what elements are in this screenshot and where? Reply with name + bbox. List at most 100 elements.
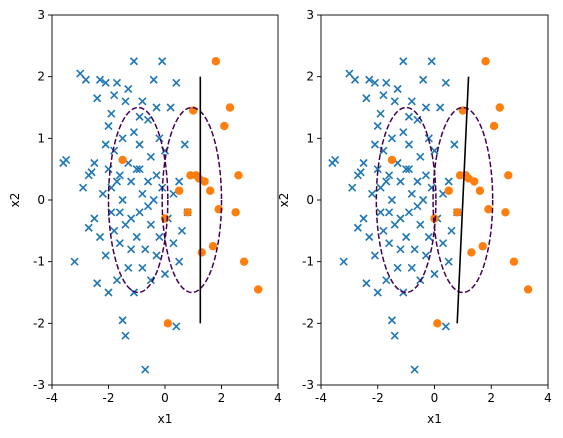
- x-marker-point: [132, 165, 141, 174]
- x-marker-point: [379, 91, 388, 100]
- x-marker-point: [180, 140, 189, 149]
- x-marker-point: [385, 239, 394, 248]
- x-marker-point: [404, 140, 414, 149]
- contour-ellipse-0: [375, 106, 437, 294]
- circle-marker-point: [504, 171, 513, 180]
- x-axis-label: x1: [158, 412, 173, 426]
- x-marker-point: [404, 165, 414, 174]
- x-marker-point: [90, 214, 99, 223]
- circle-marker-point: [191, 171, 201, 180]
- circle-marker-point: [444, 186, 453, 195]
- x-marker-point: [370, 78, 379, 87]
- x-marker-point: [98, 189, 107, 198]
- x-marker-point: [112, 276, 122, 285]
- x-marker-point: [359, 214, 368, 223]
- x-marker-point: [141, 245, 150, 254]
- x-marker-point: [450, 140, 459, 149]
- circle-marker-point: [200, 177, 209, 186]
- x-marker-point: [430, 146, 439, 155]
- x-marker-point: [424, 232, 433, 242]
- x-marker-point: [166, 103, 175, 112]
- class-x-series: [328, 57, 462, 374]
- x-marker-point: [152, 251, 161, 260]
- axes-frame: [51, 14, 279, 386]
- x-marker-point: [359, 158, 368, 168]
- x-marker-point: [177, 226, 187, 235]
- x-tick-label: 4: [544, 391, 552, 405]
- circle-marker-point: [523, 285, 533, 294]
- x-marker-point: [447, 226, 456, 235]
- x-marker-point: [127, 245, 136, 254]
- x-marker-point: [379, 226, 388, 235]
- x-marker-point: [421, 103, 431, 112]
- plot-area: [328, 57, 533, 374]
- y-tick-label: 3: [306, 8, 314, 22]
- x-marker-point: [158, 57, 167, 66]
- x-marker-point: [387, 134, 397, 143]
- x-marker-point: [118, 134, 127, 143]
- x-marker-point: [90, 158, 99, 168]
- y-tick-label: -1: [33, 255, 45, 269]
- x-tick-label: -4: [315, 391, 327, 405]
- x-marker-point: [93, 94, 102, 103]
- axes-frame: [320, 14, 549, 386]
- circle-marker-point: [470, 177, 479, 186]
- x-marker-point: [385, 171, 394, 180]
- circle-marker-point: [118, 155, 127, 165]
- x-marker-point: [373, 288, 382, 297]
- x-marker-point: [382, 276, 391, 285]
- circle-marker-point: [225, 103, 235, 112]
- x-marker-point: [390, 220, 399, 229]
- circle-marker-point: [484, 205, 493, 214]
- x-marker-point: [399, 57, 408, 66]
- x-marker-point: [81, 75, 90, 84]
- x-marker-point: [373, 165, 382, 174]
- left-plot-panel: -4 -2 0 2 4 -3 -2 -1 0 1 2 3 x1 x2: [8, 8, 282, 426]
- x-marker-point: [370, 140, 379, 149]
- plot-area: [59, 57, 263, 374]
- x-tick-label: -2: [103, 391, 115, 405]
- x-marker-point: [376, 183, 385, 192]
- contour-ellipse-1: [161, 106, 223, 294]
- circle-marker-point: [509, 257, 519, 266]
- x-marker-point: [356, 168, 365, 177]
- x-marker-point: [155, 232, 164, 242]
- x-marker-point: [149, 195, 158, 205]
- x-marker-point: [407, 263, 416, 272]
- x-marker-point: [143, 202, 153, 211]
- x-tick-label: 4: [274, 391, 282, 405]
- y-tick-label: -3: [33, 378, 45, 392]
- x-marker-point: [407, 189, 416, 198]
- circle-marker-point: [220, 121, 229, 131]
- circle-marker-point: [387, 155, 397, 165]
- x-marker-point: [368, 189, 377, 198]
- x-marker-point: [365, 232, 374, 242]
- x-marker-point: [376, 208, 385, 217]
- x-marker-point: [121, 331, 130, 340]
- y-tick-label: -2: [302, 316, 314, 330]
- x-marker-point: [115, 208, 124, 217]
- x-marker-point: [141, 365, 150, 374]
- x-marker-point: [382, 177, 391, 186]
- x-marker-point: [387, 195, 397, 205]
- x-marker-point: [62, 155, 71, 164]
- x-marker-point: [345, 69, 354, 78]
- y-tick-label: 1: [37, 131, 45, 145]
- y-tick-label: -2: [33, 316, 45, 330]
- x-marker-point: [127, 177, 136, 186]
- x-marker-point: [407, 97, 416, 106]
- circle-marker-point: [481, 57, 490, 66]
- x-marker-point: [362, 279, 371, 288]
- x-marker-point: [436, 103, 445, 112]
- circle-marker-point: [467, 248, 476, 257]
- x-marker-point: [143, 115, 153, 124]
- y-axis-label: x2: [277, 193, 291, 208]
- x-marker-point: [115, 171, 124, 180]
- x-marker-point: [135, 165, 144, 174]
- x-marker-point: [350, 75, 360, 84]
- y-tick-label: 0: [306, 193, 314, 207]
- circle-marker-point: [475, 186, 485, 195]
- x-marker-point: [416, 152, 425, 161]
- x-marker-point: [421, 171, 431, 180]
